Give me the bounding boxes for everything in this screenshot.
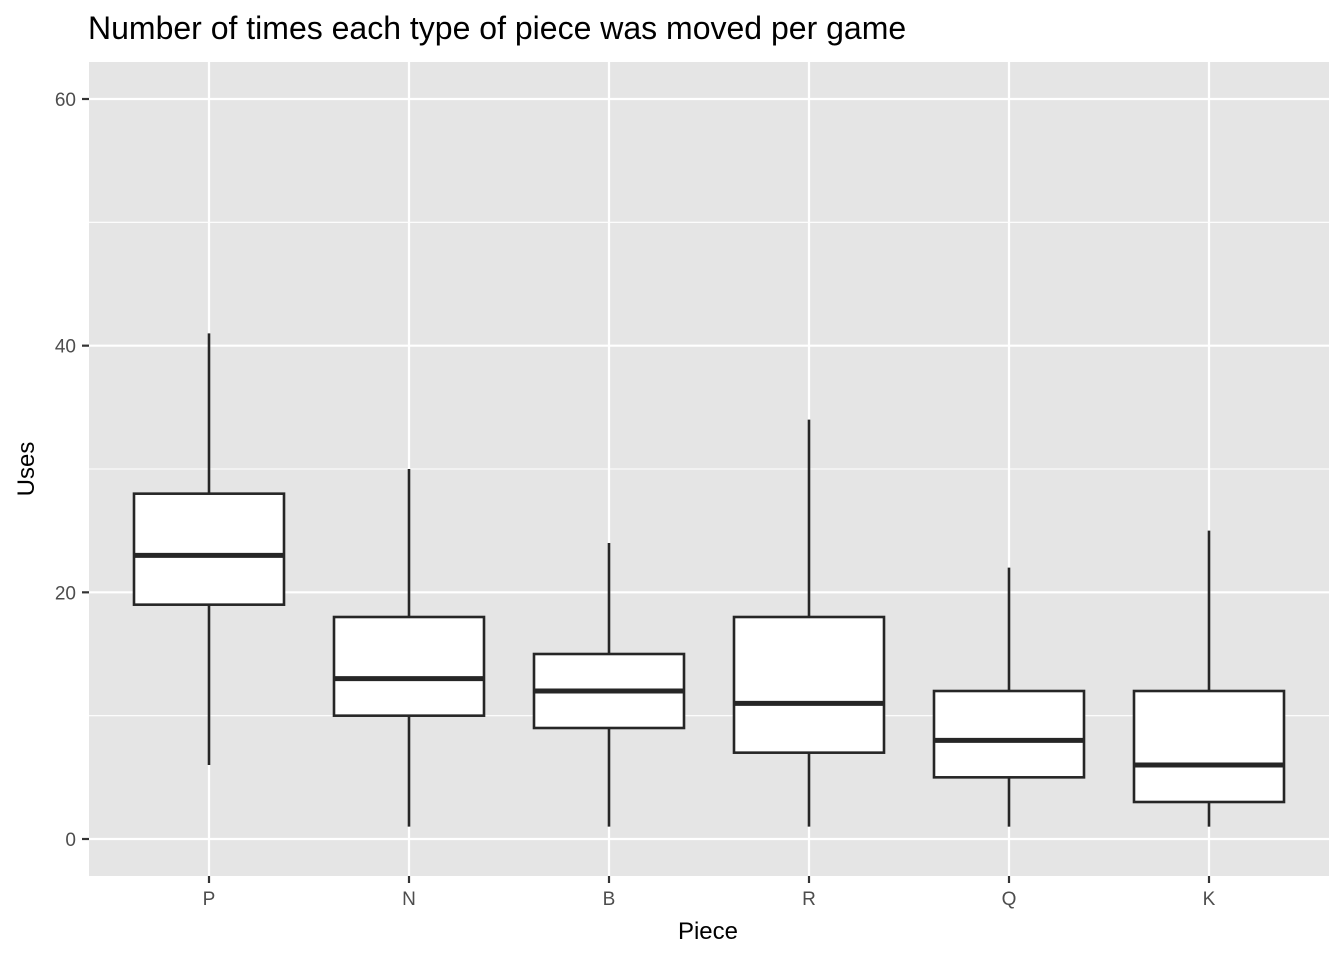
tick-labels: 0 20 40 60 P N B R Q K xyxy=(55,90,1216,910)
box-body xyxy=(132,492,286,606)
box-body xyxy=(332,615,486,717)
x-tick-label-p: P xyxy=(203,889,216,910)
box-n xyxy=(332,469,486,827)
x-tick-label-k: K xyxy=(1203,889,1216,910)
x-axis-title: Piece xyxy=(678,918,738,945)
x-tick-label-n: N xyxy=(402,889,416,910)
y-tick-label: 40 xyxy=(55,337,76,358)
y-tick-label: 20 xyxy=(55,583,76,604)
box-k xyxy=(1132,530,1286,827)
y-axis-title: Uses xyxy=(13,442,40,497)
boxes xyxy=(132,333,1286,827)
y-tick-label: 0 xyxy=(65,830,76,851)
x-tick-label-r: R xyxy=(802,889,816,910)
y-tick-label: 60 xyxy=(55,90,76,111)
x-tick-label-b: B xyxy=(603,889,616,910)
axis-ticks xyxy=(82,97,1211,883)
box-body xyxy=(932,689,1086,779)
box-q xyxy=(932,567,1086,827)
box-body xyxy=(732,615,886,754)
box-body xyxy=(1132,689,1286,804)
box-r xyxy=(732,419,886,827)
x-tick-label-q: Q xyxy=(1002,889,1017,910)
box-b xyxy=(532,543,686,827)
chart-title: Number of times each type of piece was m… xyxy=(88,10,906,46)
box-p xyxy=(132,333,286,765)
